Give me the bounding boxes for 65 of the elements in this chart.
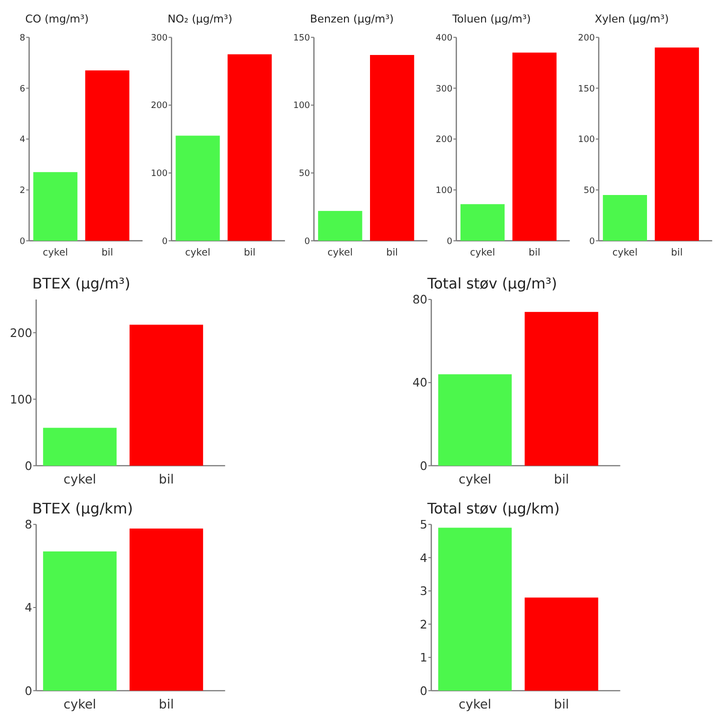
y-tick-label: 150 xyxy=(578,84,596,94)
y-tick-label: 100 xyxy=(293,101,310,112)
y-tick-label: 100 xyxy=(150,169,168,180)
y-tick-label: 1 xyxy=(420,650,428,665)
y-tick-label: 0 xyxy=(20,236,26,247)
y-tick-label: 0 xyxy=(589,236,596,247)
y-tick-label: 200 xyxy=(10,326,32,340)
y-tick-label: 4 xyxy=(420,550,428,565)
y-tick-label: 8 xyxy=(24,518,32,532)
x-tick-label: bil xyxy=(158,471,174,486)
x-tick-label: bil xyxy=(101,247,114,258)
x-tick-label: cykel xyxy=(458,471,492,486)
y-tick-label: 50 xyxy=(298,169,310,180)
chart-title: Total støv (µg/m³) xyxy=(426,276,558,293)
y-tick-label: 80 xyxy=(412,292,428,307)
x-tick-label: cykel xyxy=(63,471,96,486)
chart-title: BTEX (µg/m³) xyxy=(32,276,130,293)
y-tick-label: 6 xyxy=(20,84,26,94)
chart-title: Xylen (µg/m³) xyxy=(594,12,669,26)
y-tick-label: 8 xyxy=(20,33,26,44)
y-tick-label: 2 xyxy=(420,617,428,632)
y-tick-label: 0 xyxy=(24,684,32,698)
x-tick-label: cykel xyxy=(185,247,210,258)
x-tick-label: bil xyxy=(554,696,570,712)
chart-title: Total støv (µg/km) xyxy=(426,500,560,518)
y-tick-label: 40 xyxy=(412,376,428,390)
y-tick-label: 0 xyxy=(420,684,428,698)
y-tick-label: 200 xyxy=(436,135,453,146)
x-tick-label: cykel xyxy=(42,247,68,258)
chart-title: BTEX (µg/km) xyxy=(32,500,133,518)
x-tick-label: cykel xyxy=(470,247,496,258)
y-tick-label: 200 xyxy=(578,33,596,44)
y-tick-label: 150 xyxy=(293,33,310,44)
chart-title: NO₂ (µg/m³) xyxy=(168,12,232,26)
y-tick-label: 5 xyxy=(420,518,428,532)
y-tick-label: 2 xyxy=(20,186,26,196)
y-tick-label: 0 xyxy=(162,236,168,247)
x-tick-label: bil xyxy=(554,471,570,486)
chart-title: Benzen (µg/m³) xyxy=(310,12,394,26)
x-tick-label: bil xyxy=(386,247,398,258)
y-tick-label: 200 xyxy=(150,101,168,112)
y-tick-label: 100 xyxy=(436,186,453,196)
y-tick-label: 0 xyxy=(420,458,428,473)
y-tick-label: 0 xyxy=(446,236,453,247)
x-tick-label: bil xyxy=(158,696,174,712)
x-tick-label: bil xyxy=(671,247,683,258)
y-tick-label: 400 xyxy=(436,33,453,44)
x-tick-label: cykel xyxy=(328,247,353,258)
y-tick-label: 4 xyxy=(20,135,26,146)
x-tick-label: bil xyxy=(244,247,256,258)
x-tick-label: cykel xyxy=(612,247,638,258)
x-tick-label: cykel xyxy=(63,696,96,712)
y-tick-label: 4 xyxy=(24,600,32,615)
y-tick-label: 300 xyxy=(150,33,168,44)
y-tick-label: 0 xyxy=(304,236,310,247)
y-tick-label: 3 xyxy=(420,584,428,598)
y-tick-label: 100 xyxy=(10,392,32,406)
chart-title: Toluen (µg/m³) xyxy=(451,12,531,26)
chart-title: CO (mg/m³) xyxy=(25,12,89,26)
y-tick-label: 300 xyxy=(436,84,453,94)
x-tick-label: cykel xyxy=(458,696,492,712)
x-tick-label: bil xyxy=(528,247,540,258)
y-tick-label: 0 xyxy=(24,458,32,473)
y-tick-label: 100 xyxy=(578,135,596,146)
y-tick-label: 50 xyxy=(584,186,596,196)
